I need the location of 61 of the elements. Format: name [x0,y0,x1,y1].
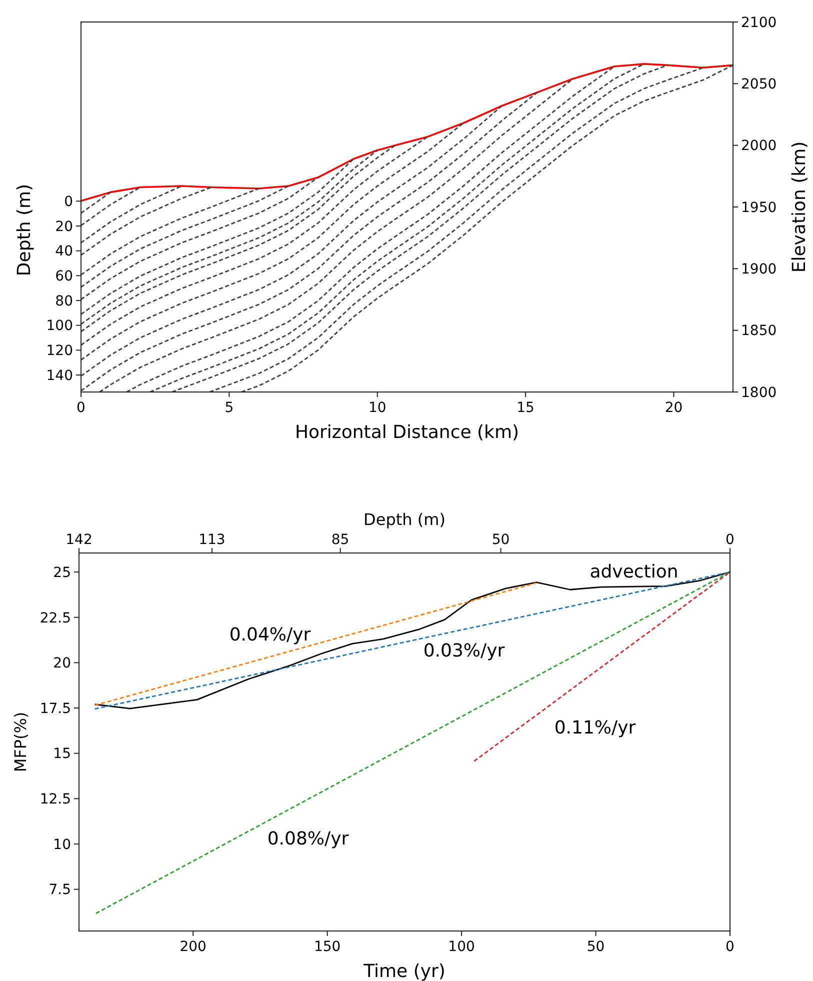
x-tick-label: 15 [516,400,534,416]
y2-tick-label: 1800 [741,384,777,401]
line-series [80,122,464,361]
annotation: advection [590,561,678,582]
line-series [80,158,354,315]
x-tick-label: 100 [448,939,475,955]
annotation: 0.04%/yr [229,624,312,646]
x-tick-label: 0 [76,400,86,416]
annotation: 0.08%/yr [267,828,350,850]
y-tick-label: 80 [55,293,73,310]
x-tick-label: 200 [180,939,206,955]
line-series [80,176,319,300]
line-series [80,185,182,244]
y-tick-label: 10 [53,836,71,853]
x2-tick-label: 113 [198,532,226,548]
line-series [80,186,212,256]
y-tick-label: 0 [64,194,73,210]
x2-axis-title: Depth (m) [364,510,446,529]
line-series [98,78,574,393]
x-tick-label: 10 [368,400,386,416]
y-tick-label: 12.5 [40,792,71,808]
y-tick-label: 15 [53,746,71,762]
annotation: 0.03%/yr [423,640,506,662]
x-tick-label: 50 [586,939,605,955]
x-axis-title: Horizontal Distance (km) [294,422,520,443]
y2-axis-title: Elevation (km) [789,141,810,273]
x2-tick-label: 0 [726,532,734,548]
y2-tick-label: 1850 [741,323,777,340]
line-series [80,63,734,202]
y-axis-title: MFP(%) [11,712,30,772]
line-series [80,105,503,377]
y-tick-label: 25 [53,564,71,581]
y2-tick-label: 1900 [741,262,777,278]
y-tick-label: 100 [46,318,73,334]
y-axis-title: Depth (m) [14,184,35,276]
x-axis-title: Time (yr) [362,961,446,981]
y-tick-label: 20 [53,656,71,672]
y-tick-label: 40 [55,244,73,260]
x-tick-label: 20 [664,400,683,416]
annotation: 0.11%/yr [554,717,636,738]
x2-tick-label: 85 [331,532,350,548]
x-tick-label: 5 [224,400,234,416]
y-tick-label: 17.5 [40,700,71,717]
y-tick-label: 60 [55,268,73,285]
y-tick-label: 7.5 [48,882,71,898]
line-series [80,92,538,392]
y-tick-label: 22.5 [40,610,71,626]
line-series [80,188,260,276]
y-tick-label: 120 [46,343,73,360]
y2-tick-label: 2000 [741,138,777,154]
y2-tick-label: 1950 [741,200,777,216]
y-tick-label: 140 [46,368,73,384]
y-tick-label: 20 [55,218,73,235]
y2-tick-label: 2050 [741,76,777,93]
line-series [80,136,428,346]
x-tick-label: 0 [726,939,734,955]
x2-tick-label: 50 [492,532,510,548]
x2-tick-label: 142 [66,532,92,548]
x-tick-label: 150 [314,939,341,955]
line-series [80,185,290,288]
y2-tick-label: 2100 [741,14,777,31]
